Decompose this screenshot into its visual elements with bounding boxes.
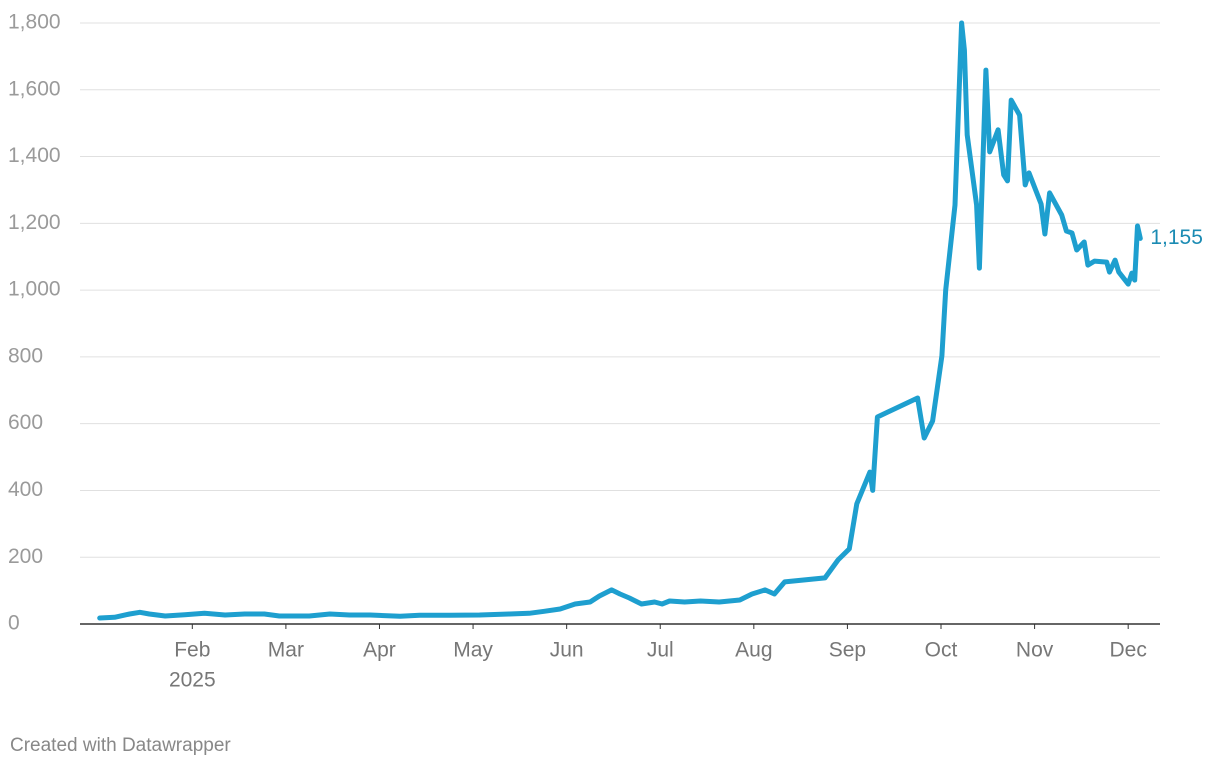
y-tick-label: 400 bbox=[8, 478, 43, 501]
x-tick-label: May bbox=[453, 639, 493, 662]
y-tick-label: 800 bbox=[8, 344, 43, 367]
x-tick-label: Aug bbox=[735, 639, 772, 662]
y-tick-label: 200 bbox=[8, 545, 43, 568]
x-tick-label: Jun bbox=[550, 639, 584, 662]
y-tick-label: 1,800 bbox=[8, 11, 61, 34]
y-tick-label: 1,400 bbox=[8, 144, 61, 167]
x-tick-label: Nov bbox=[1016, 639, 1054, 662]
y-tick-label: 1,600 bbox=[8, 77, 61, 100]
x-year-label: 2025 bbox=[169, 669, 216, 692]
x-tick-label: Dec bbox=[1110, 639, 1147, 662]
x-tick-label: Mar bbox=[268, 639, 304, 662]
x-tick-label: Jul bbox=[647, 639, 674, 662]
x-tick-label: Sep bbox=[829, 639, 866, 662]
x-tick-label: Oct bbox=[925, 639, 958, 662]
y-tick-label: 0 bbox=[8, 612, 20, 635]
x-tick-label: Apr bbox=[363, 639, 396, 662]
y-tick-label: 1,200 bbox=[8, 211, 61, 234]
x-tick-label: Feb bbox=[174, 639, 210, 662]
value-label: 1,155 bbox=[1150, 226, 1203, 249]
y-tick-label: 1,000 bbox=[8, 278, 61, 301]
credit: Created with Datawrapper bbox=[10, 735, 231, 756]
y-tick-label: 600 bbox=[8, 411, 43, 434]
line bbox=[97, 20, 1143, 621]
